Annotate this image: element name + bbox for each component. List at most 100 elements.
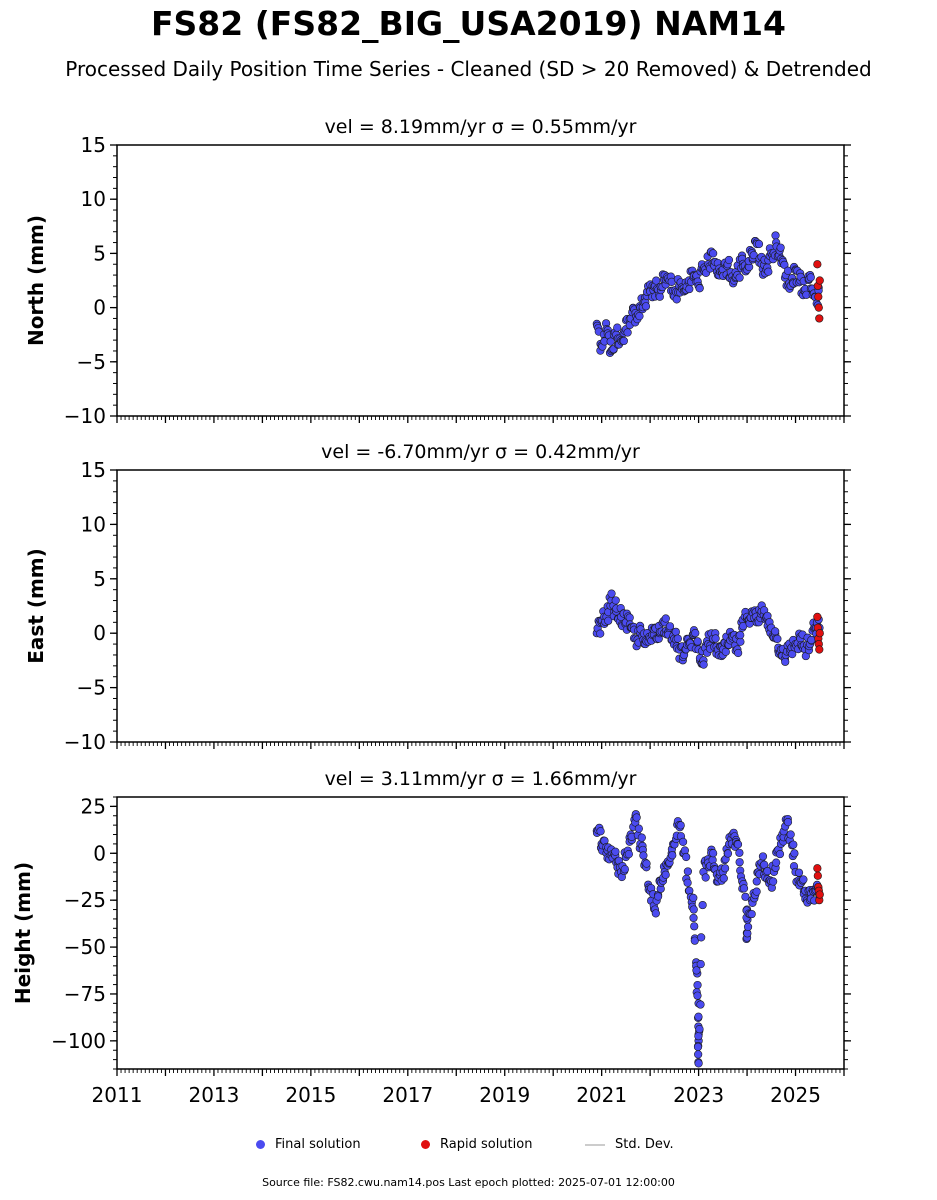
final-point — [752, 887, 761, 896]
final-point — [623, 328, 632, 337]
final-point — [619, 336, 628, 346]
final-point — [694, 1059, 703, 1068]
final-point — [693, 637, 702, 646]
final-solution-series — [592, 589, 824, 669]
final-point — [735, 273, 744, 282]
y-tick-label: −100 — [51, 1029, 106, 1053]
final-point — [625, 613, 634, 622]
final-point — [661, 870, 670, 879]
final-point — [754, 239, 764, 249]
x-tick-label: 2015 — [285, 1083, 336, 1107]
rapid-point — [815, 629, 824, 638]
legend-label-final: Final solution — [275, 1137, 361, 1152]
final-point — [771, 627, 780, 636]
final-point — [771, 231, 780, 240]
final-point — [735, 848, 744, 857]
rapid-point — [813, 612, 822, 621]
legend-label-std: Std. Dev. — [615, 1137, 674, 1152]
final-point — [743, 922, 753, 931]
final-point — [733, 840, 743, 849]
final-point — [654, 892, 663, 901]
final-solution-series — [592, 810, 824, 1068]
x-tick-label: 2025 — [770, 1083, 821, 1107]
final-point — [781, 657, 790, 666]
final-point — [635, 312, 644, 321]
final-point — [799, 875, 808, 884]
y-tick-label: −5 — [77, 350, 106, 374]
final-point — [790, 849, 799, 858]
final-point — [637, 833, 646, 842]
final-point — [596, 827, 605, 836]
final-point — [723, 849, 733, 858]
final-point — [611, 596, 620, 605]
x-tick-label: 2011 — [92, 1083, 143, 1107]
final-point — [596, 629, 605, 638]
y-tick-label: −10 — [64, 730, 106, 754]
rapid-point — [813, 864, 822, 873]
y-tick-label: 5 — [93, 567, 106, 591]
final-point — [641, 302, 651, 311]
final-point — [721, 864, 730, 873]
final-point — [769, 877, 778, 886]
final-point — [693, 980, 702, 990]
rapid-point — [815, 314, 824, 323]
x-tick-label: 2023 — [673, 1083, 724, 1107]
final-point — [780, 260, 789, 269]
final-point — [690, 936, 699, 945]
legend: Final solution Rapid solution Std. Dev. — [0, 1137, 937, 1157]
legend-item-final: Final solution — [256, 1137, 361, 1152]
final-solution-series — [592, 231, 823, 357]
final-point — [776, 243, 785, 252]
final-point — [806, 273, 815, 282]
final-point — [613, 323, 622, 332]
final-point — [695, 1024, 704, 1034]
rapid-solution-series — [813, 260, 824, 323]
final-point — [694, 1012, 703, 1021]
y-tick-label: 5 — [93, 241, 106, 265]
final-point — [655, 292, 664, 301]
page-subtitle: Processed Daily Position Time Series - C… — [65, 57, 872, 81]
y-tick-label: −75 — [64, 982, 106, 1006]
final-point — [775, 849, 785, 859]
final-point — [676, 821, 685, 830]
final-point — [689, 893, 698, 902]
final-point — [739, 884, 749, 893]
final-point — [673, 634, 682, 643]
x-tick-label: 2013 — [188, 1083, 239, 1107]
final-point — [709, 249, 718, 258]
final-point — [683, 867, 692, 876]
source-footer: Source file: FS82.cwu.nam14.pos Last epo… — [262, 1176, 675, 1189]
y-axis-label: East (mm) — [24, 548, 48, 664]
x-tick-label: 2021 — [576, 1083, 627, 1107]
y-tick-label: −5 — [77, 676, 106, 700]
final-point — [632, 813, 641, 822]
final-point — [624, 850, 633, 859]
final-point — [693, 991, 702, 1000]
rapid-point — [815, 276, 824, 285]
final-point — [689, 905, 698, 914]
final-point — [689, 913, 698, 923]
final-point — [758, 852, 768, 861]
final-point — [606, 337, 615, 346]
final-point — [760, 860, 769, 869]
final-point — [690, 922, 699, 931]
final-point — [789, 840, 798, 849]
final-point — [661, 614, 670, 623]
rapid-point — [813, 871, 822, 880]
final-point — [665, 622, 675, 631]
y-axis-label: North (mm) — [24, 215, 48, 346]
final-point — [719, 874, 728, 883]
final-point — [711, 634, 720, 643]
final-point — [639, 851, 648, 860]
y-tick-label: 25 — [81, 794, 106, 818]
final-point — [691, 628, 700, 638]
final-point — [652, 276, 661, 285]
rapid-point — [815, 890, 824, 899]
final-marker-icon — [256, 1140, 265, 1149]
final-point — [696, 960, 705, 969]
panel-title: vel = 8.19mm/yr σ = 0.55mm/yr — [325, 116, 637, 138]
final-point — [604, 616, 613, 625]
final-point — [672, 295, 681, 304]
y-tick-label: 10 — [81, 187, 106, 211]
rapid-point — [813, 260, 822, 269]
